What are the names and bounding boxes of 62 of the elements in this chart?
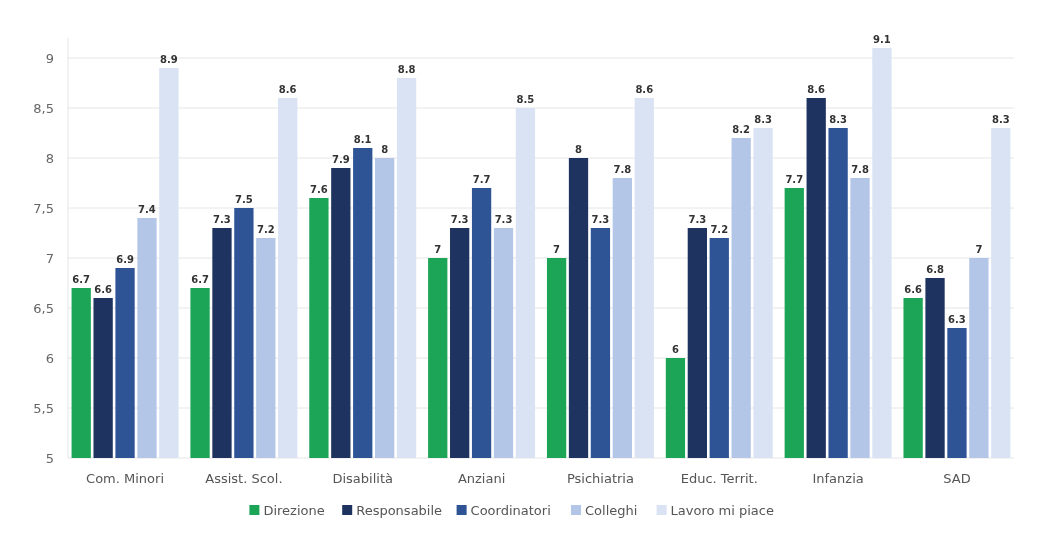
data-label: 9.1 bbox=[873, 34, 891, 45]
data-label: 7.5 bbox=[235, 194, 253, 205]
x-tick-label: Psichiatria bbox=[566, 471, 634, 486]
legend-label: Lavoro mi piace bbox=[670, 502, 774, 518]
data-label: 7.3 bbox=[213, 214, 231, 225]
data-label: 7.6 bbox=[310, 184, 328, 195]
data-label: 7.3 bbox=[688, 214, 707, 225]
y-tick-label: 8,5 bbox=[33, 100, 54, 116]
data-label: 7.7 bbox=[472, 174, 491, 185]
data-label: 8 bbox=[575, 144, 583, 155]
data-label: 8.3 bbox=[991, 114, 1010, 125]
data-label: 7.2 bbox=[710, 224, 729, 235]
data-label: 7.4 bbox=[138, 204, 156, 215]
y-tick-label: 7 bbox=[45, 250, 54, 266]
data-label: 7 bbox=[434, 244, 442, 255]
x-tick-label: Anziani bbox=[457, 471, 506, 486]
x-tick-label: SAD bbox=[943, 471, 971, 486]
data-label: 8.2 bbox=[732, 124, 751, 135]
data-label: 8.8 bbox=[397, 64, 416, 75]
y-tick-label: 6,5 bbox=[33, 300, 54, 316]
data-label: 6.3 bbox=[948, 314, 966, 325]
data-label: 8.6 bbox=[635, 84, 654, 95]
y-tick-label: 6 bbox=[45, 350, 54, 366]
x-tick-label: Educ. Territ. bbox=[680, 471, 758, 486]
x-tick-label: Assist. Scol. bbox=[205, 471, 283, 486]
data-label: 7.3 bbox=[450, 214, 469, 225]
data-label: 8.9 bbox=[160, 54, 178, 65]
data-label: 6 bbox=[671, 344, 679, 355]
data-label: 6.7 bbox=[72, 274, 91, 285]
y-tick-label: 8 bbox=[45, 150, 54, 166]
data-label: 7.7 bbox=[785, 174, 804, 185]
legend-label: Colleghi bbox=[585, 502, 638, 518]
data-label: 7.8 bbox=[851, 164, 869, 175]
data-label: 7.2 bbox=[256, 224, 275, 235]
data-label: 7.3 bbox=[591, 214, 610, 225]
data-label: 8.1 bbox=[353, 134, 372, 145]
y-tick-label: 9 bbox=[45, 50, 54, 66]
data-label: 6.9 bbox=[116, 254, 134, 265]
data-label: 7.3 bbox=[494, 214, 513, 225]
data-label: 8.3 bbox=[829, 114, 848, 125]
data-label: 6.8 bbox=[926, 264, 944, 275]
data-label: 8.6 bbox=[807, 84, 826, 95]
x-tick-label: Disabilità bbox=[332, 471, 393, 486]
data-label: 7 bbox=[553, 244, 561, 255]
legend-label: Responsabile bbox=[356, 502, 443, 518]
data-label: 6.7 bbox=[191, 274, 209, 285]
data-label: 8 bbox=[381, 144, 389, 155]
y-tick-label: 5,5 bbox=[33, 400, 54, 416]
data-label: 7.8 bbox=[613, 164, 632, 175]
y-tick-label: 7,5 bbox=[33, 200, 54, 216]
legend-label: Direzione bbox=[263, 502, 325, 518]
data-label: 6.6 bbox=[94, 284, 113, 295]
data-label: 8.6 bbox=[278, 84, 297, 95]
data-label: 6.6 bbox=[904, 284, 923, 295]
x-tick-label: Infanzia bbox=[812, 471, 864, 486]
data-label: 7.9 bbox=[331, 154, 350, 165]
data-label: 7 bbox=[975, 244, 983, 255]
legend-label: Coordinatori bbox=[470, 502, 551, 518]
y-tick-label: 5 bbox=[45, 450, 54, 466]
x-tick-label: Com. Minori bbox=[86, 471, 165, 486]
data-label: 8.3 bbox=[754, 114, 772, 125]
data-label: 8.5 bbox=[516, 94, 535, 105]
